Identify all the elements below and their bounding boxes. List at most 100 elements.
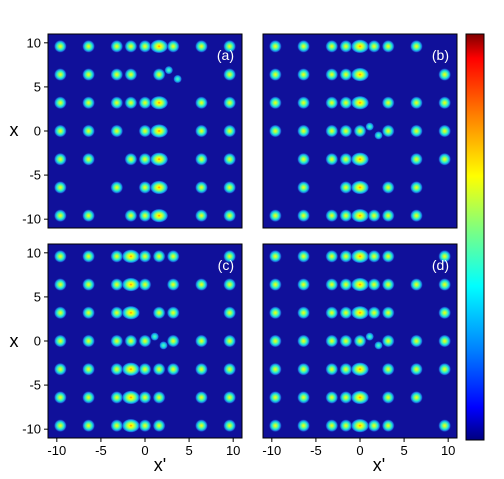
heatmap-blob (367, 249, 381, 263)
heatmap-blob (339, 124, 353, 138)
heatmap-blob (409, 124, 424, 138)
heatmap-blob-pair (173, 74, 183, 84)
heatmap-blob (194, 180, 209, 195)
heatmap-blob (339, 249, 353, 263)
heatmap-blob (138, 180, 152, 195)
heatmap-blob (53, 334, 67, 348)
heatmap-blob (353, 334, 367, 348)
heatmap-blob (223, 67, 237, 82)
heatmap-blob (438, 67, 452, 82)
heatmap-blob (81, 419, 96, 433)
heatmap-blob (381, 209, 395, 223)
heatmap-blob (223, 419, 237, 433)
heatmap-blob-elongated (350, 67, 370, 82)
heatmap-blob-elongated (121, 362, 141, 377)
heatmap-blob (438, 249, 452, 263)
x-axis-label-left: x' (154, 455, 166, 475)
heatmap-blob (53, 362, 67, 376)
heatmap-blob (152, 306, 166, 320)
heatmap-blob (223, 277, 237, 292)
panel-label: (c) (218, 257, 234, 273)
heatmap-blob (138, 277, 152, 292)
x-tick-label: -10 (262, 443, 281, 458)
heatmap-blob (438, 419, 452, 433)
heatmap-blob (81, 209, 96, 223)
heatmap-blob (53, 209, 67, 223)
heatmap-blob (325, 390, 339, 405)
y-tick-label: 0 (34, 334, 41, 349)
heatmap-blob (124, 334, 138, 348)
y-tick-label: 10 (27, 245, 41, 260)
heatmap-blob (325, 362, 339, 376)
heatmap-blob (81, 96, 96, 110)
heatmap-blob (194, 277, 209, 292)
heatmap-blob (152, 362, 166, 376)
heatmap-blob (53, 306, 67, 320)
heatmap-blob (81, 249, 96, 263)
heatmap-blob (339, 362, 353, 376)
heatmap-blob (325, 277, 339, 292)
heatmap-blob (339, 180, 353, 195)
y-tick-label: 0 (34, 124, 41, 139)
heatmap-blob-elongated (350, 152, 370, 167)
heatmap-blob (381, 419, 395, 433)
heatmap-blob (81, 152, 96, 166)
heatmap-blob (438, 306, 452, 320)
heatmap-panel: -10 -5 0 5 10 (d) (262, 243, 458, 458)
heatmap-blob (367, 419, 381, 433)
heatmap-blob (409, 362, 424, 376)
heatmap-blob (81, 67, 96, 82)
heatmap-blob (53, 152, 67, 166)
heatmap-blob (53, 419, 67, 433)
heatmap-blob (367, 209, 381, 223)
heatmap-blob (381, 362, 395, 376)
heatmap-blob-elongated (121, 249, 141, 264)
y-tick-label: -10 (22, 422, 41, 437)
heatmap-blob (152, 249, 166, 263)
heatmap-blob (339, 209, 353, 223)
heatmap-blob-pair (365, 122, 375, 131)
x-tick-label: -5 (95, 443, 107, 458)
heatmap-blob (223, 152, 237, 166)
heatmap-blob (325, 124, 339, 138)
heatmap-blob (110, 249, 124, 263)
y-axis-label-top: x (10, 120, 19, 140)
heatmap-blob (110, 180, 124, 195)
heatmap-blob (409, 277, 424, 292)
heatmap-blob-elongated (121, 277, 141, 292)
heatmap-blob-elongated (350, 249, 370, 264)
heatmap-panel: 10 5 0 -5 -10 (a) (22, 33, 243, 229)
heatmap-blob (438, 124, 452, 138)
heatmap-blob-elongated (149, 123, 169, 139)
heatmap-blob-pair (164, 65, 174, 75)
heatmap-blob (81, 390, 96, 405)
heatmap-blob (53, 390, 67, 405)
heatmap-blob-elongated (350, 390, 370, 405)
heatmap-blob (367, 277, 381, 292)
heatmap-blob (138, 419, 152, 433)
heatmap-blob (223, 306, 237, 320)
heatmap-blob-pair (365, 332, 375, 341)
x-tick-label: -5 (310, 443, 322, 458)
heatmap-blob-elongated (149, 208, 169, 223)
heatmap-blob (296, 419, 311, 433)
heatmap-blob (381, 180, 395, 195)
heatmap-blob (110, 306, 124, 320)
heatmap-blob-elongated (350, 95, 370, 110)
heatmap-blob (223, 39, 237, 53)
y-tick-label: -5 (29, 168, 41, 183)
heatmap-blob (409, 334, 424, 348)
heatmap-blob (81, 124, 96, 138)
heatmap-blob (296, 390, 311, 405)
heatmap-blob (53, 67, 67, 82)
heatmap-blob (381, 306, 395, 320)
heatmap-blob (325, 209, 339, 223)
heatmap-blob (194, 152, 209, 166)
heatmap-blob-elongated (149, 180, 169, 195)
panel-frame (262, 33, 458, 229)
heatmap-blob (110, 124, 124, 138)
heatmap-blob (268, 362, 282, 376)
heatmap-blob (223, 124, 237, 138)
heatmap-blob (325, 39, 339, 53)
heatmap-blob (81, 362, 96, 376)
